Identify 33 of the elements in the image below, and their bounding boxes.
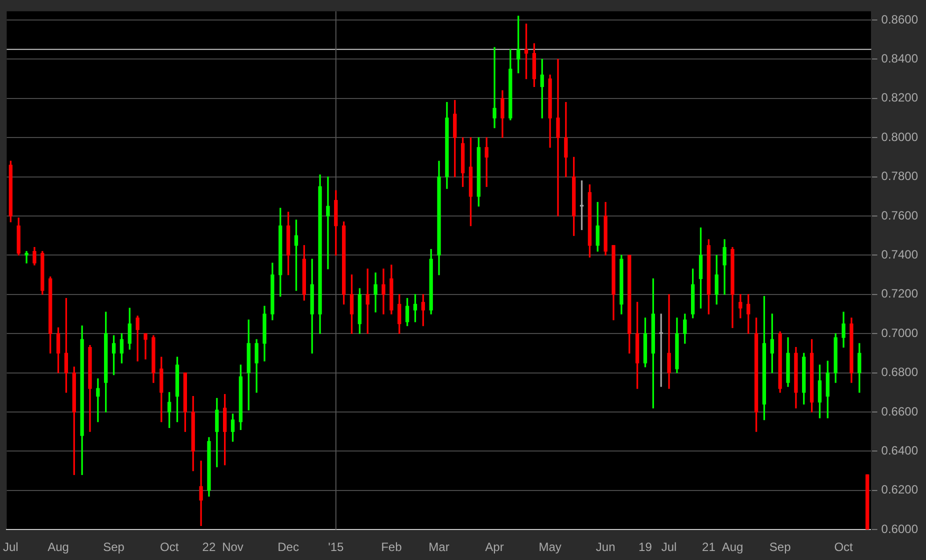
x-tick-label: Oct bbox=[160, 540, 180, 554]
x-tick-label: Feb bbox=[381, 540, 402, 554]
y-tick-label: 0.7600 bbox=[881, 208, 918, 222]
y-tick-label: 0.6000 bbox=[881, 522, 918, 536]
x-tick-label: Oct bbox=[834, 540, 854, 554]
x-tick-label: Dec bbox=[278, 540, 299, 554]
y-tick-label: 0.8200 bbox=[881, 90, 918, 105]
y-tick-label: 0.6200 bbox=[881, 482, 918, 497]
y-tick-label: 0.8400 bbox=[881, 52, 918, 66]
x-tick-label: May bbox=[538, 540, 562, 554]
y-tick-label: 0.6600 bbox=[881, 404, 918, 418]
x-tick-label: 19 bbox=[638, 540, 652, 554]
x-tick-label: Sep bbox=[769, 540, 792, 554]
y-tick-label: 0.7200 bbox=[881, 286, 918, 301]
x-tick-label: Jul bbox=[661, 540, 677, 554]
x-tick-label: Mar bbox=[428, 540, 450, 554]
x-tick-label: Jul bbox=[3, 540, 18, 554]
x-tick-label: 22 bbox=[202, 540, 216, 554]
y-tick-label: 0.8600 bbox=[881, 12, 918, 26]
y-tick-label: 0.7400 bbox=[881, 248, 918, 262]
x-tick-label: Aug bbox=[48, 540, 69, 554]
y-tick-label: 0.7000 bbox=[881, 326, 918, 340]
y-tick-label: 0.7800 bbox=[881, 169, 918, 184]
x-tick-label: 21 bbox=[702, 540, 716, 554]
x-tick-label: Aug bbox=[722, 540, 744, 554]
y-tick-label: 0.8000 bbox=[881, 130, 918, 144]
x-tick-label: Nov bbox=[222, 540, 244, 554]
x-tick-label: Sep bbox=[103, 540, 125, 554]
x-tick-label: '15 bbox=[328, 540, 344, 554]
y-tick-label: 0.6800 bbox=[881, 365, 918, 380]
x-tick-label: Jun bbox=[596, 540, 616, 554]
x-tick-label: Apr bbox=[485, 540, 504, 554]
y-tick-label: 0.6400 bbox=[881, 444, 918, 458]
